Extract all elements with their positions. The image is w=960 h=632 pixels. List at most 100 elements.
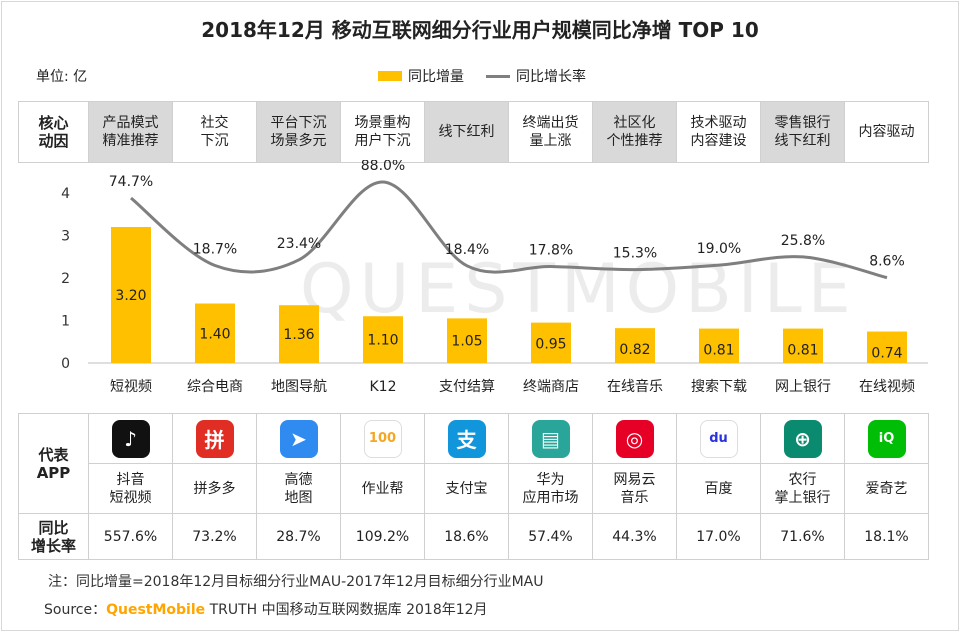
bar-value-label: 0.81 [703,343,734,359]
driver-cell: 场景重构 用户下沉 [340,101,425,163]
app-name: 拼多多 [172,463,257,514]
app-icon-cell: ◎ [592,413,677,464]
app-name: 爱奇艺 [844,463,929,514]
app-icon-cell: 100 [340,413,425,464]
y-tick-label: 3 [61,229,70,245]
baidu-icon: du [699,419,738,458]
driver-cell: 技术驱动 内容建设 [676,101,761,163]
driver-cell: 社区化 个性推荐 [592,101,677,163]
category-label: 在线视频 [859,379,915,395]
driver-cell: 社交 下沉 [172,101,257,163]
netease-music-icon: ◎ [615,419,654,458]
line-value-label: 8.6% [869,254,905,270]
growth-rate-line [130,180,888,280]
bar [195,303,235,363]
app-growth-rate: 73.2% [172,513,257,560]
driver-cell: 内容驱动 [844,101,929,163]
bar [615,328,655,363]
app-growth-rate: 71.6% [760,513,845,560]
app-growth-rate: 109.2% [340,513,425,560]
bar-value-label: 1.05 [451,334,482,350]
driver-cell: 零售银行 线下红利 [760,101,845,163]
app-growth-rate: 18.6% [424,513,509,560]
app-icon-cell: ➤ [256,413,341,464]
app-icon-cell: 支 [424,413,509,464]
bar-value-label: 1.36 [283,327,314,343]
app-growth-rate: 17.0% [676,513,761,560]
category-label: 搜索下载 [691,378,747,395]
line-value-label: 18.7% [193,241,237,257]
app-icon-cell: ⊕ [760,413,845,464]
huawei-appgallery-icon: ▤ [531,419,570,458]
driver-cell: 产品模式 精准推荐 [88,101,173,163]
category-label: 支付结算 [439,379,495,395]
y-tick-label: 2 [61,271,70,287]
line-value-label: 17.8% [529,243,573,259]
app-name: 农行 掌上银行 [760,463,845,514]
bar [699,328,739,363]
bar-value-label: 1.40 [199,326,230,342]
iqiyi-icon: iQ [867,419,906,458]
bar-value-label: 0.81 [787,343,818,359]
rate-header: 同比 增长率 [18,513,89,560]
app-growth-rate: 57.4% [508,513,593,560]
alipay-icon: 支 [447,419,486,458]
bar [783,328,823,363]
watermark: QUESTMOBILE [300,250,857,329]
bar [279,305,319,363]
app-growth-rate: 44.3% [592,513,677,560]
line-value-label: 74.7% [109,174,153,190]
source-prefix: Source： [44,602,107,618]
unit-label: 单位: 亿 [36,69,88,85]
legend-bar-swatch [378,71,402,81]
bar-value-label: 0.74 [871,346,902,362]
y-tick-label: 4 [61,186,70,202]
app-icon-cell: du [676,413,761,464]
app-name: 支付宝 [424,463,509,514]
legend-line-swatch [486,74,510,78]
apps-header: 代表 APP [18,413,89,514]
bar [447,318,487,363]
app-growth-rate: 28.7% [256,513,341,560]
drivers-header: 核心 动因 [18,101,89,163]
source-line: Source：QuestMobile TRUTH 中国移动互联网数据库 2018… [44,599,488,619]
bar [111,227,151,363]
douyin-icon: ♪ [111,419,150,458]
bar-value-label: 1.10 [367,333,398,349]
combo-chart: 0 1 2 3 4 3.20 短视频 1.40 综合电商 1.36 地图导航 1.10 K12 1.05 支… [61,160,928,395]
legend-bar-label: 同比增量 [408,69,464,85]
bar-value-label: 0.95 [535,337,566,353]
bar [531,322,571,363]
pinduoduo-icon: 拼 [195,419,234,458]
app-name: 百度 [676,463,761,514]
app-name: 抖音 短视频 [88,463,173,514]
category-label: K12 [370,379,397,395]
zuoyebang-icon: 100 [363,419,402,458]
legend: 同比增量 同比增长率 [378,66,586,86]
category-label: 综合电商 [187,379,243,395]
line-value-label: 18.4% [445,242,489,258]
y-tick-label: 1 [61,314,70,330]
app-name: 网易云 音乐 [592,463,677,514]
line-value-label: 19.0% [697,241,741,257]
app-name: 华为 应用市场 [508,463,593,514]
driver-cell: 线下红利 [424,101,509,163]
category-label: 网上银行 [775,379,831,395]
driver-cell: 终端出货 量上涨 [508,101,593,163]
bar-value-label: 3.20 [115,288,146,304]
apps-table: 代表 APP ♪ 拼 ➤ 100 支 ▤ ◎ du ⊕ iQ 抖音 短视频 拼多多 高德 地图 作业帮支… [18,413,929,560]
app-name: 高德 地图 [256,463,341,514]
amap-icon: ➤ [279,419,318,458]
category-label: 在线音乐 [607,378,663,395]
line-value-label: 25.8% [781,233,825,249]
driver-cell: 平台下沉 场景多元 [256,101,341,163]
category-label: 短视频 [110,379,152,395]
line-value-label: 15.3% [613,246,657,262]
app-name: 作业帮 [340,463,425,514]
app-icon-cell: 拼 [172,413,257,464]
drivers-table: 核心 动因 产品模式 精准推荐 社交 下沉 平台下沉 场景多元 场景重构 用户下沉 线下… [18,101,929,163]
bar-value-label: 0.82 [619,342,650,358]
bar [867,331,907,363]
bar [363,316,403,363]
